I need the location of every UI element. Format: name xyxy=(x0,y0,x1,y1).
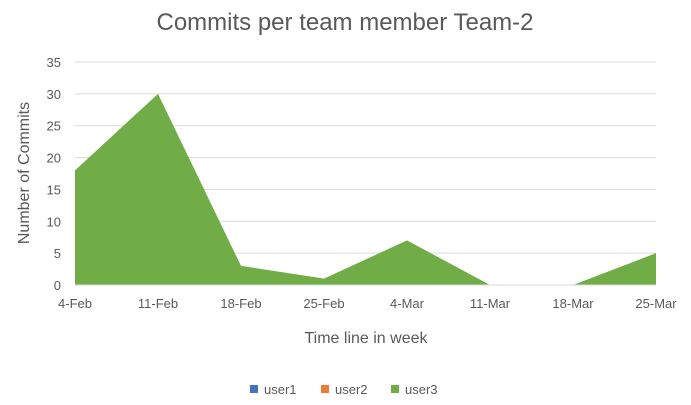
y-tick-label: 20 xyxy=(47,151,61,166)
x-tick-label: 4-Mar xyxy=(390,296,425,311)
legend-label-user2: user2 xyxy=(335,382,368,397)
series-areas xyxy=(75,93,656,286)
legend-label-user1: user1 xyxy=(264,382,297,397)
x-tick-label: 25-Mar xyxy=(635,296,677,311)
x-tick-label: 11-Feb xyxy=(138,296,178,311)
legend-swatch-user2 xyxy=(321,385,329,393)
y-tick-label: 5 xyxy=(54,246,61,261)
y-tick-label: 10 xyxy=(47,214,61,229)
y-tick-label: 15 xyxy=(47,182,61,197)
x-tick-label: 18-Feb xyxy=(220,296,261,311)
y-tick-label: 35 xyxy=(47,55,61,70)
y-axis-ticks: 0 5 10 15 20 25 30 35 xyxy=(47,55,61,293)
y-axis-title: Number of Commits xyxy=(16,102,33,244)
x-axis-title: Time line in week xyxy=(304,330,428,347)
legend: user1 user2 user3 xyxy=(250,382,438,397)
x-axis-ticks: 4-Feb 11-Feb 18-Feb 25-Feb 4-Mar 11-Mar 18-Mar… xyxy=(58,296,677,311)
chart-title: Commits per team member Team-2 xyxy=(157,9,534,36)
x-tick-label: 4-Feb xyxy=(58,296,92,311)
y-tick-label: 0 xyxy=(54,278,61,293)
x-tick-label: 18-Mar xyxy=(552,296,594,311)
area-user3 xyxy=(75,93,656,285)
legend-label-user3: user3 xyxy=(405,382,438,397)
legend-swatch-user3 xyxy=(391,385,399,393)
y-tick-label: 25 xyxy=(47,119,61,134)
y-tick-label: 30 xyxy=(47,87,61,102)
legend-swatch-user1 xyxy=(250,385,258,393)
x-tick-label: 25-Feb xyxy=(303,296,344,311)
x-tick-label: 11-Mar xyxy=(470,296,511,311)
